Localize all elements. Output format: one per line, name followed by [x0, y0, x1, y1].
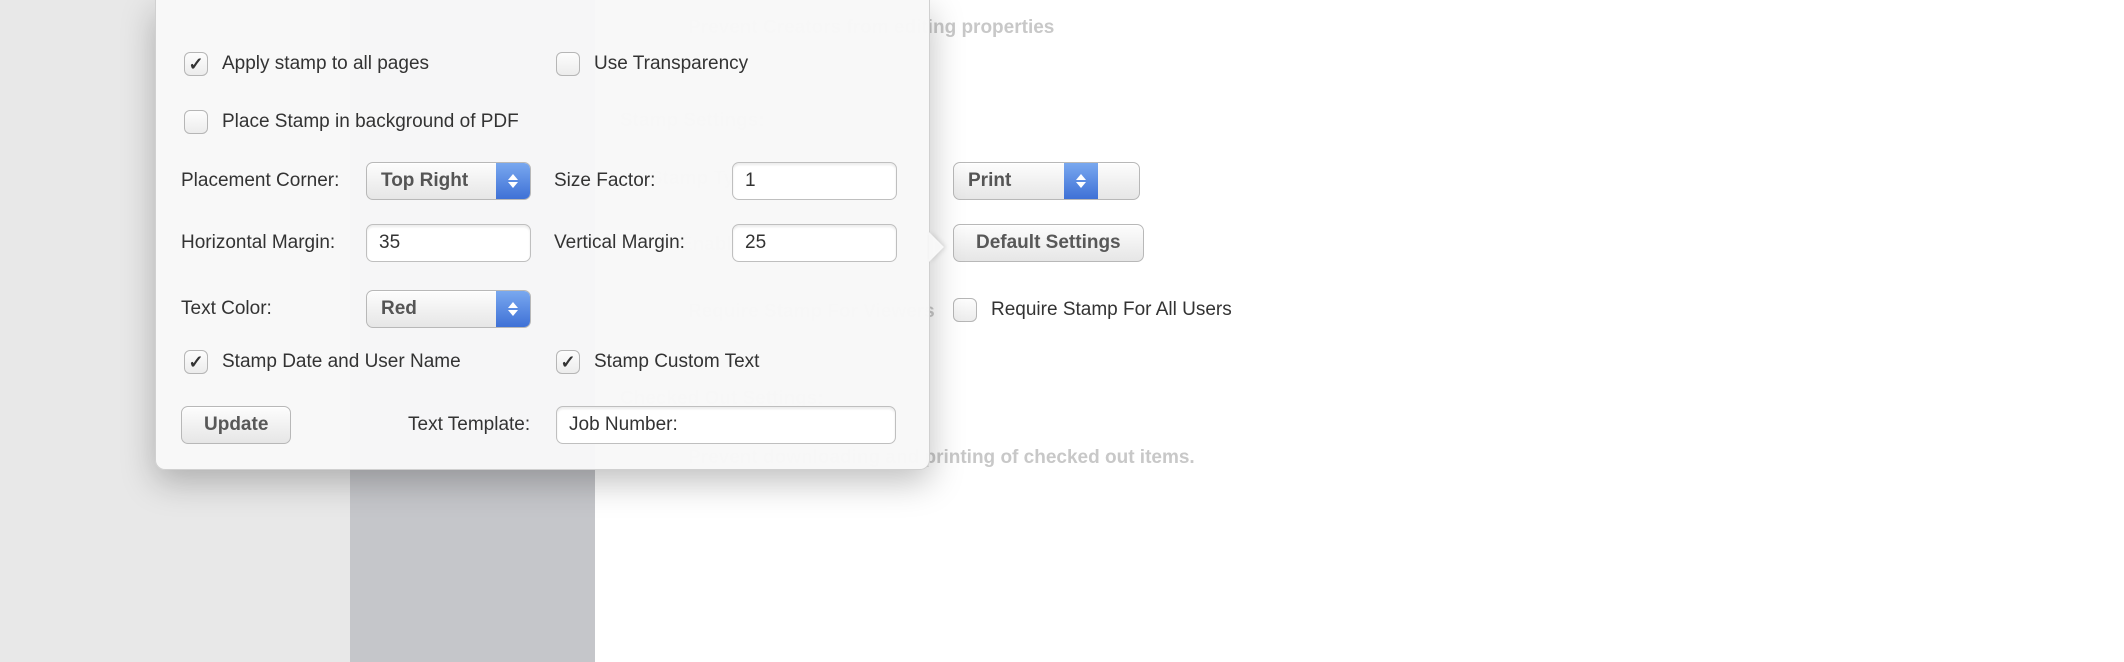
text-template-row: Text Template: [408, 406, 896, 444]
print-select-label: Print [954, 163, 1064, 199]
hmargin-input[interactable] [366, 224, 531, 262]
size-factor-label: Size Factor: [554, 170, 732, 192]
require-all-label: Require Stamp For All Users [991, 299, 1232, 321]
text-color-row: Text Color: Red [181, 290, 531, 328]
text-template-label: Text Template: [408, 414, 556, 436]
place-bg-checkbox[interactable] [184, 110, 208, 134]
size-factor-row: Size Factor: [554, 162, 897, 200]
require-all-row: Require Stamp For All Users [953, 298, 1232, 322]
text-color-value: Red [367, 291, 496, 327]
apply-all-label: Apply stamp to all pages [222, 53, 429, 75]
print-select-wrap: Print [953, 162, 1140, 200]
print-select[interactable]: Print [953, 162, 1140, 200]
place-bg-label: Place Stamp in background of PDF [222, 111, 519, 133]
select-arrows-icon [496, 291, 530, 327]
default-settings-wrap: Default Settings [953, 224, 1144, 262]
update-button[interactable]: Update [181, 406, 291, 444]
text-color-label: Text Color: [181, 298, 366, 320]
stamp-custom-label: Stamp Custom Text [594, 351, 759, 373]
require-all-checkbox[interactable] [953, 298, 977, 322]
apply-all-row: Apply stamp to all pages [184, 52, 429, 76]
vmargin-label: Vertical Margin: [554, 232, 732, 254]
stamp-custom-row: Stamp Custom Text [556, 350, 759, 374]
stamp-date-checkbox[interactable] [184, 350, 208, 374]
stamp-date-label: Stamp Date and User Name [222, 351, 461, 373]
use-transparency-row: Use Transparency [556, 52, 748, 76]
hmargin-label: Horizontal Margin: [181, 232, 366, 254]
vmargin-input[interactable] [732, 224, 897, 262]
placement-corner-select[interactable]: Top Right [366, 162, 531, 200]
vmargin-row: Vertical Margin: [554, 224, 897, 262]
placement-corner-label: Placement Corner: [181, 170, 366, 192]
use-transparency-label: Use Transparency [594, 53, 748, 75]
stamp-custom-checkbox[interactable] [556, 350, 580, 374]
placement-corner-value: Top Right [367, 163, 496, 199]
select-arrows-icon [1064, 163, 1098, 199]
size-factor-input[interactable] [732, 162, 897, 200]
update-row: Update [181, 406, 291, 444]
hmargin-row: Horizontal Margin: [181, 224, 531, 262]
text-template-input[interactable] [556, 406, 896, 444]
apply-all-checkbox[interactable] [184, 52, 208, 76]
placement-corner-row: Placement Corner: Top Right [181, 162, 531, 200]
popover-pointer-icon [929, 232, 944, 262]
text-color-select[interactable]: Red [366, 290, 531, 328]
canvas: Prevent Creators from editing properties… [0, 0, 2124, 662]
default-settings-button[interactable]: Default Settings [953, 224, 1144, 262]
use-transparency-checkbox[interactable] [556, 52, 580, 76]
select-arrows-icon [496, 163, 530, 199]
stamp-date-row: Stamp Date and User Name [184, 350, 461, 374]
place-bg-row: Place Stamp in background of PDF [184, 110, 519, 134]
stamp-settings-popover: Apply stamp to all pages Use Transparenc… [155, 0, 930, 470]
